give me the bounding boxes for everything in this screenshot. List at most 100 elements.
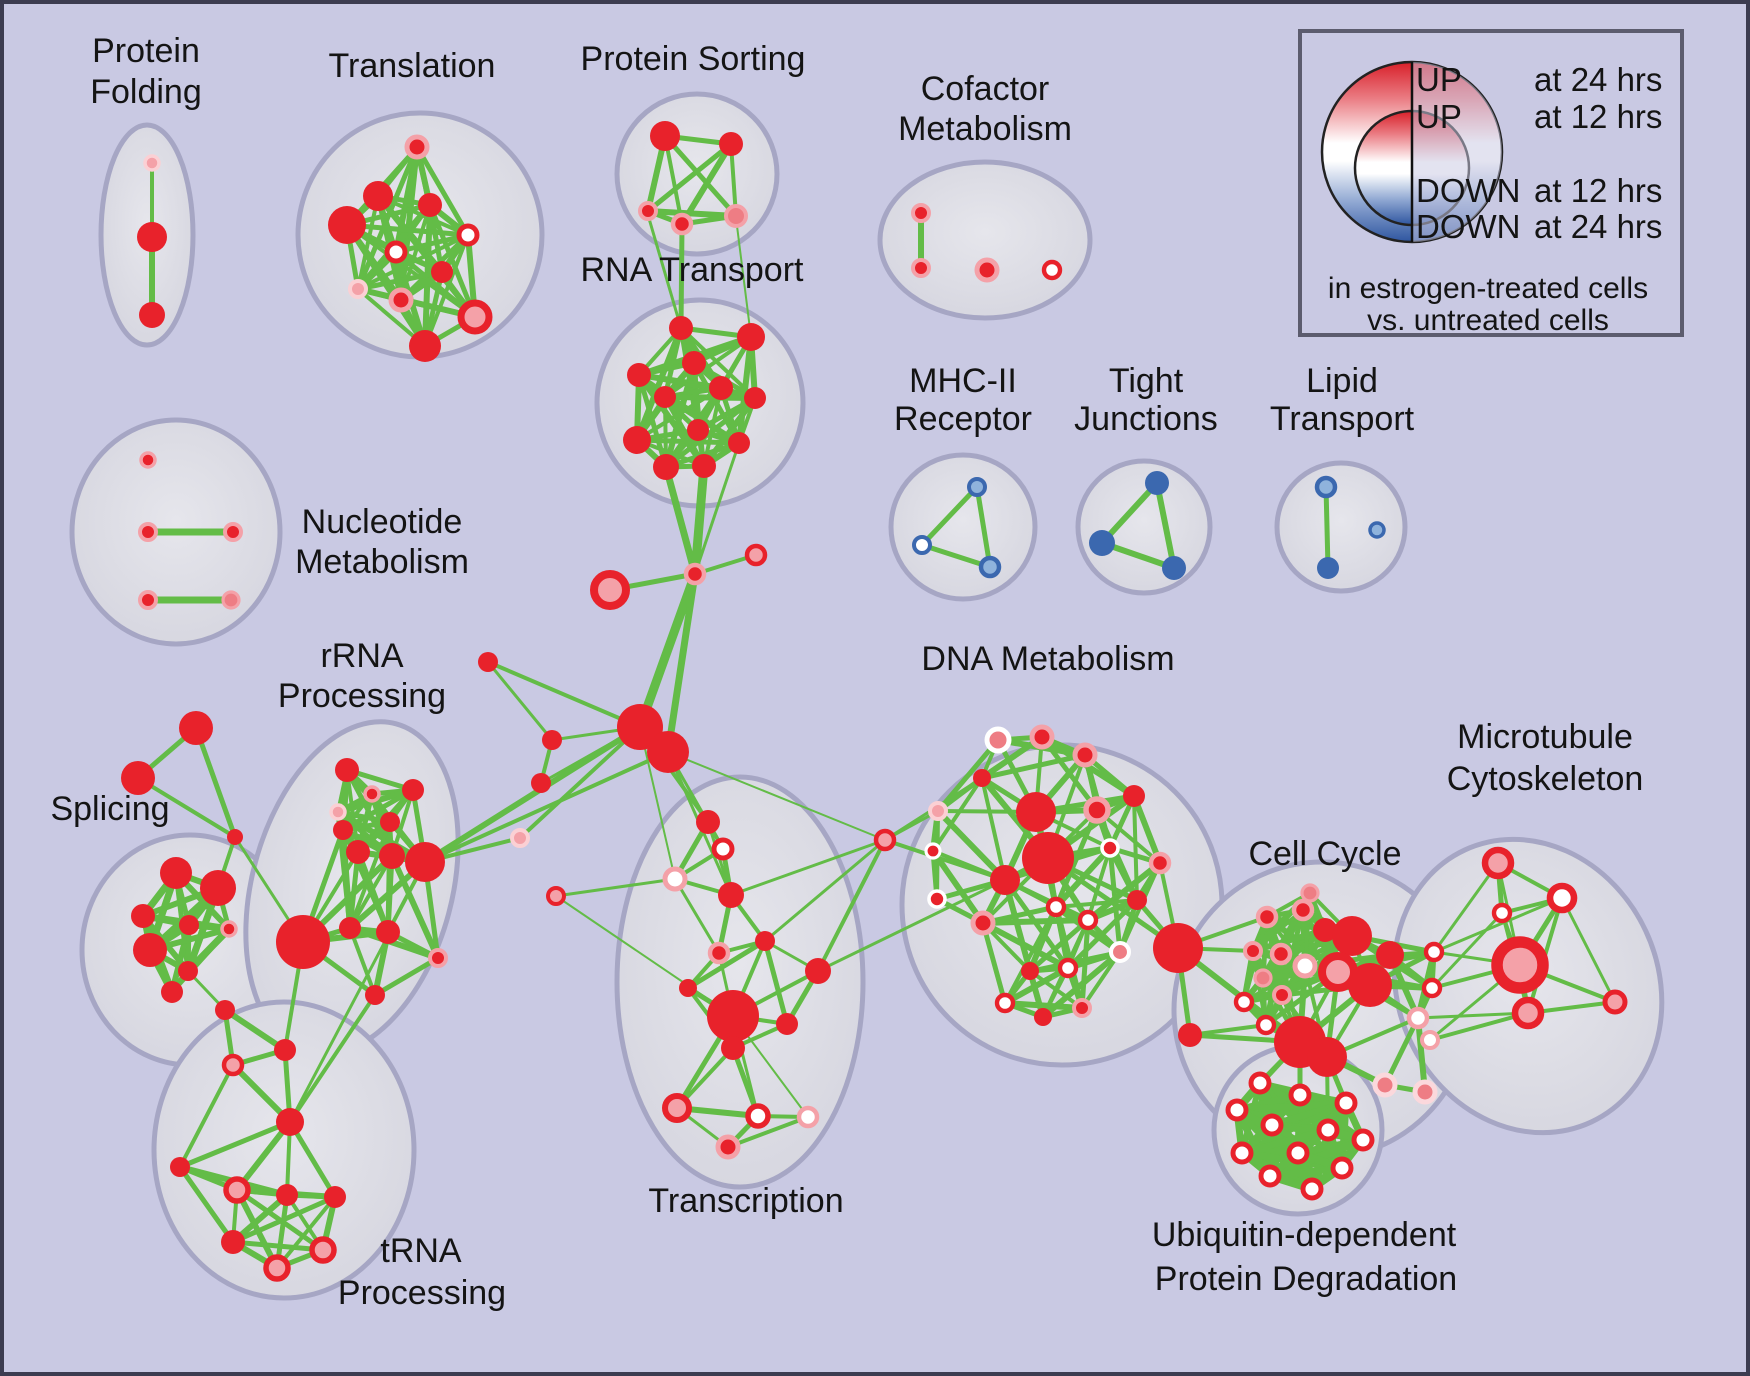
legend-row-direction: DOWN <box>1416 208 1520 245</box>
gene-node <box>1412 1079 1438 1105</box>
gene-node <box>274 1039 296 1061</box>
gene-node <box>478 652 498 672</box>
legend-row-time: at 24 hrs <box>1534 61 1662 98</box>
gene-node <box>139 451 157 469</box>
gene-node <box>1034 1008 1052 1026</box>
gene-node <box>715 1134 741 1160</box>
gene-node <box>133 933 167 967</box>
cluster-rna-transport-label: RNA Transport <box>581 251 805 289</box>
gene-node <box>696 810 720 834</box>
gene-node <box>1406 1006 1430 1030</box>
gene-node <box>1491 902 1513 924</box>
gene-node <box>456 223 480 247</box>
cluster-microtubule-cytoskeleton-label: Microtubule <box>1457 718 1633 756</box>
gene-node <box>711 837 735 861</box>
cluster-nucleotide-metabolism-label: Metabolism <box>295 543 469 581</box>
gene-node <box>724 204 748 228</box>
gene-node <box>143 154 161 172</box>
gene-node <box>1029 724 1055 750</box>
gene-node <box>309 1236 337 1264</box>
gene-node <box>170 1157 190 1177</box>
gene-node <box>1145 471 1169 495</box>
gene-node <box>139 302 165 328</box>
gene-node <box>1253 968 1273 988</box>
gene-node <box>1307 1037 1347 1077</box>
cluster-cofactor-metabolism-ellipse <box>877 159 1093 321</box>
gene-node <box>1511 996 1545 1030</box>
gene-node <box>1083 796 1111 824</box>
legend-row-time: at 24 hrs <box>1534 208 1662 245</box>
gene-nodes <box>121 121 1628 1282</box>
gene-node <box>1288 1083 1312 1107</box>
gene-node <box>679 979 697 997</box>
gene-node <box>1123 785 1145 807</box>
cluster-splicing-label: Splicing <box>50 790 169 828</box>
cluster-protein-folding-label: Folding <box>90 73 202 111</box>
gene-node <box>1260 1113 1284 1137</box>
gene-node <box>138 590 158 610</box>
gene-node <box>380 812 400 832</box>
gene-node <box>379 843 405 869</box>
gene-node <box>1248 1071 1272 1095</box>
gene-node <box>1481 846 1515 880</box>
gene-node <box>1021 962 1039 980</box>
gene-node <box>978 555 1002 579</box>
gene-node <box>333 820 353 840</box>
gene-node <box>1348 963 1392 1007</box>
gene-node <box>220 920 238 938</box>
gene-node <box>363 785 381 803</box>
legend-note: vs. untreated cells <box>1367 304 1609 337</box>
gene-node <box>1314 475 1338 499</box>
gene-node <box>776 1013 798 1035</box>
legend-glyph-right-fade <box>1412 62 1502 242</box>
gene-node <box>623 426 651 454</box>
gene-node <box>1230 1141 1254 1165</box>
gene-node <box>1045 896 1067 918</box>
gene-node <box>1291 898 1315 922</box>
gene-node <box>911 258 931 278</box>
gene-node <box>1491 936 1549 994</box>
gene-node <box>428 948 448 968</box>
cluster-mhc-ii-receptor-ellipse <box>888 452 1038 602</box>
gene-node <box>1258 1164 1282 1188</box>
gene-node <box>1108 940 1132 964</box>
gene-node <box>1255 1014 1277 1036</box>
gene-node <box>719 132 743 156</box>
gene-node <box>510 828 530 848</box>
gene-node <box>1420 1030 1440 1050</box>
cluster-nucleotide-metabolism-edges <box>144 528 237 604</box>
gene-node <box>161 981 183 1003</box>
cluster-microtubule-cytoskeleton-label: Cytoskeleton <box>1447 760 1644 798</box>
gene-node <box>721 1036 745 1060</box>
cluster-tight-junctions-label: Junctions <box>1074 400 1218 438</box>
gene-node <box>1351 1128 1375 1152</box>
gene-node <box>227 829 243 845</box>
gene-node <box>928 801 948 821</box>
legend-row-direction: UP <box>1416 61 1462 98</box>
gene-node <box>912 535 932 555</box>
gene-node <box>1148 851 1172 875</box>
gene-node <box>737 323 765 351</box>
gene-node <box>1162 556 1186 580</box>
gene-node <box>692 454 716 478</box>
cluster-lipid-transport-edges <box>1323 484 1331 571</box>
gene-node <box>276 1184 298 1206</box>
gene-node <box>1313 918 1337 942</box>
legend-note: in estrogen-treated cells <box>1328 272 1648 305</box>
gene-node <box>707 941 731 965</box>
gene-node <box>405 842 445 882</box>
gene-node <box>709 376 733 400</box>
gene-node <box>131 904 155 928</box>
gene-node <box>1546 882 1578 914</box>
gene-node <box>627 363 651 387</box>
gene-node <box>984 726 1012 754</box>
gene-node <box>718 882 744 908</box>
gene-node <box>687 419 709 441</box>
gene-node <box>1072 998 1092 1018</box>
cluster-lipid-transport-label: Transport <box>1270 400 1415 438</box>
gene-node <box>431 261 453 283</box>
gene-node <box>404 134 430 160</box>
gene-node <box>1368 521 1386 539</box>
gene-node <box>670 212 694 236</box>
gene-node <box>200 870 236 906</box>
